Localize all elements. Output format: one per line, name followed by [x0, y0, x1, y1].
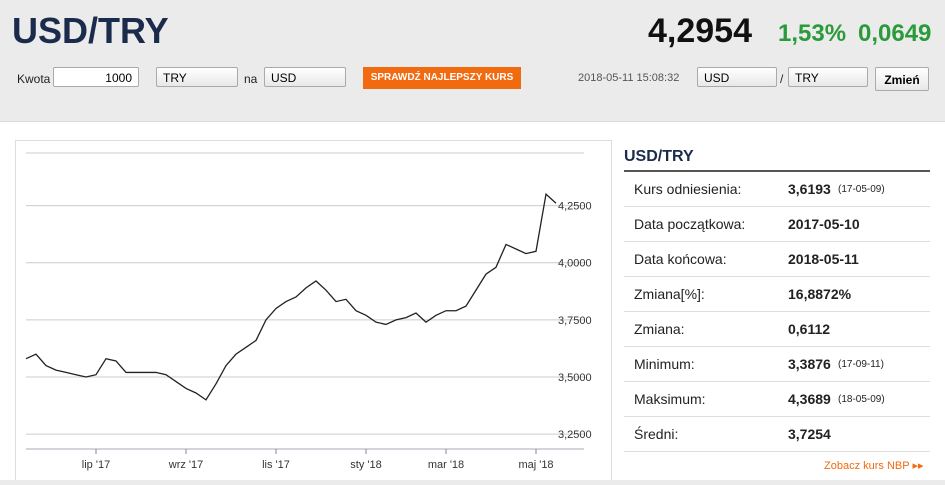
to-select[interactable]: USD: [264, 67, 346, 87]
datetime: 2018-05-11 15:08:32: [578, 72, 680, 84]
panel-title: USD/TRY: [624, 140, 930, 172]
pair-title: USD/TRY: [12, 10, 169, 51]
row-label: Minimum:: [634, 356, 695, 372]
panel-row: Minimum: 3,3876 (17-09-11): [624, 347, 930, 382]
row-label: Data końcowa:: [634, 251, 727, 267]
separator: /: [780, 72, 784, 86]
row-value: 4,3689: [788, 391, 831, 407]
summary-panel: USD/TRY Kurs odniesienia: 3,6193 (17-05-09…: [624, 140, 930, 452]
y-tick-label: 3,5000: [558, 372, 592, 384]
pair-to-select[interactable]: TRY: [788, 67, 868, 87]
row-value: 0,6112: [788, 321, 831, 337]
panel-row: Zmiana: 0,6112: [624, 312, 930, 347]
panel-row: Data końcowa: 2018-05-11: [624, 242, 930, 277]
y-tick-label: 3,2500: [558, 429, 592, 441]
price-line: [25, 192, 557, 401]
y-tick-label: 4,2500: [558, 201, 592, 213]
to-label: na: [244, 72, 258, 86]
amount-label: Kwota: [17, 72, 51, 86]
row-label: Zmiana:: [634, 321, 685, 337]
best-rate-button[interactable]: SPRAWDŹ NAJLEPSZY KURS: [363, 67, 521, 89]
x-tick-label: sty '18: [350, 459, 381, 471]
x-tick-label: lis '17: [262, 459, 290, 471]
x-tick-label: lip '17: [82, 459, 110, 471]
x-tick-label: mar '18: [428, 459, 464, 471]
row-value: 2018-05-11: [788, 251, 859, 267]
nbp-link-text[interactable]: Zobacz kurs NBP: [824, 460, 910, 472]
row-label: Zmiana[%]:: [634, 286, 705, 302]
row-note: (17-09-11): [838, 359, 884, 370]
y-tick-label: 3,7500: [558, 315, 592, 327]
row-value: 3,7254: [788, 426, 831, 442]
panel-row: Data początkowa: 2017-05-10: [624, 207, 930, 242]
chart-box: 3,2500 3,5000 3,7500 4,0000 4,2500 lip '17 wrz…: [15, 140, 612, 480]
panel-row: Maksimum: 4,3689 (18-05-09): [624, 382, 930, 417]
panel-row: Zmiana[%]: 16,8872%: [624, 277, 930, 312]
row-value: 16,8872%: [788, 286, 852, 302]
x-tick-label: maj '18: [518, 459, 553, 471]
nbp-link[interactable]: Zobacz kurs NBP ▸▸: [824, 460, 924, 472]
change: 0,0649: [858, 20, 932, 47]
x-tick-label: wrz '17: [168, 459, 204, 471]
row-label: Data początkowa:: [634, 216, 746, 232]
row-value: 3,3876: [788, 356, 831, 372]
row-label: Średni:: [634, 426, 679, 442]
panel-row: Średni: 3,7254: [624, 417, 930, 452]
row-note: (18-05-09): [838, 394, 885, 405]
panel-row: Kurs odniesienia: 3,6193 (17-05-09): [624, 172, 930, 207]
chart: 3,2500 3,5000 3,7500 4,0000 4,2500 lip '17 wrz…: [25, 152, 592, 471]
change-pct: 1,53%: [778, 20, 847, 47]
rate: 4,2954: [648, 12, 752, 50]
amount-input[interactable]: 1000: [53, 67, 139, 87]
row-value: 2017-05-10: [788, 216, 860, 232]
row-note: (17-05-09): [838, 184, 885, 195]
row-label: Kurs odniesienia:: [634, 181, 742, 197]
change-button[interactable]: Zmień: [875, 67, 929, 91]
pair-from-select[interactable]: USD: [697, 67, 777, 87]
y-tick-label: 4,0000: [558, 258, 592, 270]
row-value: 3,6193: [788, 181, 831, 197]
from-select[interactable]: TRY: [156, 67, 238, 87]
row-label: Maksimum:: [634, 391, 706, 407]
